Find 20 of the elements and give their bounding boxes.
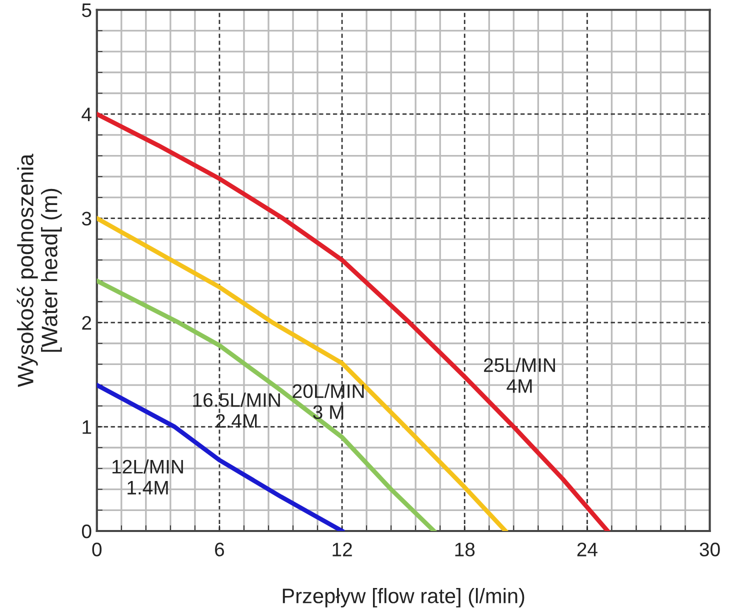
y-tick-label: 1 <box>82 420 92 434</box>
x-tick-label: 6 <box>215 542 224 556</box>
series-label: 25L/MIN 4M <box>484 358 555 393</box>
x-tick-label: 24 <box>577 542 598 556</box>
x-tick-label: 0 <box>92 542 102 556</box>
x-tick-label: 18 <box>455 542 475 556</box>
series-label: 12L/MIN 1.4M <box>112 459 183 494</box>
y-tick-label: 5 <box>82 4 92 18</box>
y-tick-label: 0 <box>82 524 92 538</box>
series-label: 16.5L/MIN 2.4M <box>193 392 280 428</box>
series-label: 20L/MIN 3 M <box>292 384 364 420</box>
x-tick-label: 30 <box>700 542 720 556</box>
y-tick-label: 3 <box>82 212 92 226</box>
y-tick-label: 2 <box>82 316 92 330</box>
line-series <box>96 112 610 531</box>
x-axis-title: Przepływ [flow rate] (l/min) <box>282 588 524 608</box>
line-series <box>96 278 436 531</box>
y-axis-title: Wysokość podnoszenia [Water head[ (m) <box>16 154 62 387</box>
y-tick-label: 4 <box>82 108 92 122</box>
x-tick-label: 12 <box>332 542 352 556</box>
